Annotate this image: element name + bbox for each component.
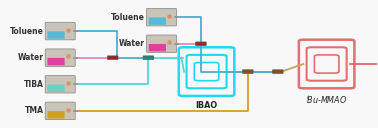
Text: Toluene: Toluene (10, 27, 44, 36)
FancyBboxPatch shape (45, 49, 75, 66)
FancyBboxPatch shape (45, 22, 75, 40)
FancyBboxPatch shape (48, 58, 65, 65)
Text: Toluene: Toluene (111, 13, 145, 22)
FancyBboxPatch shape (48, 31, 65, 39)
FancyBboxPatch shape (147, 8, 177, 26)
FancyBboxPatch shape (149, 44, 166, 51)
FancyBboxPatch shape (143, 56, 153, 59)
Text: IBAO: IBAO (195, 101, 218, 110)
Text: Water: Water (119, 39, 145, 48)
FancyBboxPatch shape (48, 84, 65, 92)
FancyBboxPatch shape (196, 42, 206, 46)
FancyBboxPatch shape (149, 17, 166, 25)
FancyBboxPatch shape (48, 111, 65, 119)
Text: Water: Water (18, 53, 44, 62)
Text: TMA: TMA (25, 106, 44, 115)
FancyBboxPatch shape (107, 56, 118, 59)
Text: TIBA: TIBA (24, 80, 44, 89)
Text: $^{i}\!Bu$-MMAO: $^{i}\!Bu$-MMAO (306, 94, 347, 106)
FancyBboxPatch shape (243, 70, 253, 73)
FancyBboxPatch shape (45, 76, 75, 93)
FancyBboxPatch shape (147, 35, 177, 52)
FancyBboxPatch shape (45, 102, 75, 120)
FancyBboxPatch shape (273, 70, 283, 73)
